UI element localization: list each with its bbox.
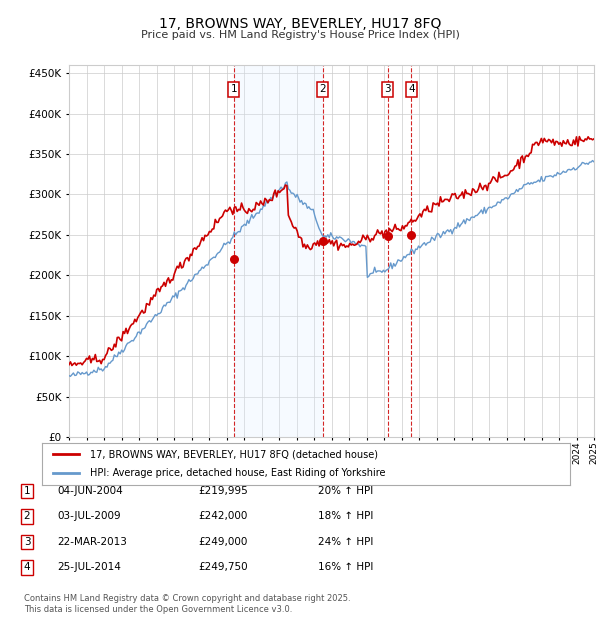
Text: £242,000: £242,000 (198, 512, 247, 521)
Text: 4: 4 (23, 562, 31, 572)
Text: Contains HM Land Registry data © Crown copyright and database right 2025.: Contains HM Land Registry data © Crown c… (24, 593, 350, 603)
Text: 16% ↑ HPI: 16% ↑ HPI (318, 562, 373, 572)
Text: 17, BROWNS WAY, BEVERLEY, HU17 8FQ (detached house): 17, BROWNS WAY, BEVERLEY, HU17 8FQ (deta… (89, 449, 377, 459)
Point (406, 230, 416, 240)
Text: 22-MAR-2013: 22-MAR-2013 (57, 537, 127, 547)
Text: 20% ↑ HPI: 20% ↑ HPI (318, 486, 373, 496)
Point (229, 254, 239, 264)
Text: £219,995: £219,995 (198, 486, 248, 496)
Bar (234, 65, 323, 437)
Text: This data is licensed under the Open Government Licence v3.0.: This data is licensed under the Open Gov… (24, 604, 292, 614)
Text: £249,000: £249,000 (198, 537, 247, 547)
Text: 3: 3 (385, 84, 391, 94)
Text: 1: 1 (230, 84, 237, 94)
Text: 04-JUN-2004: 04-JUN-2004 (57, 486, 123, 496)
Text: 1: 1 (23, 486, 31, 496)
Text: 25-JUL-2014: 25-JUL-2014 (57, 562, 121, 572)
Text: 2: 2 (23, 512, 31, 521)
Text: 17, BROWNS WAY, BEVERLEY, HU17 8FQ: 17, BROWNS WAY, BEVERLEY, HU17 8FQ (159, 17, 441, 32)
Text: 4: 4 (408, 84, 415, 94)
Text: £249,750: £249,750 (198, 562, 248, 572)
Text: Price paid vs. HM Land Registry's House Price Index (HPI): Price paid vs. HM Land Registry's House … (140, 30, 460, 40)
Text: 18% ↑ HPI: 18% ↑ HPI (318, 512, 373, 521)
Text: HPI: Average price, detached house, East Riding of Yorkshire: HPI: Average price, detached house, East… (89, 469, 385, 479)
Text: 2: 2 (319, 84, 326, 94)
Text: 24% ↑ HPI: 24% ↑ HPI (318, 537, 373, 547)
Text: 3: 3 (23, 537, 31, 547)
Point (318, 236, 328, 246)
Text: 03-JUL-2009: 03-JUL-2009 (57, 512, 121, 521)
Point (383, 231, 392, 241)
